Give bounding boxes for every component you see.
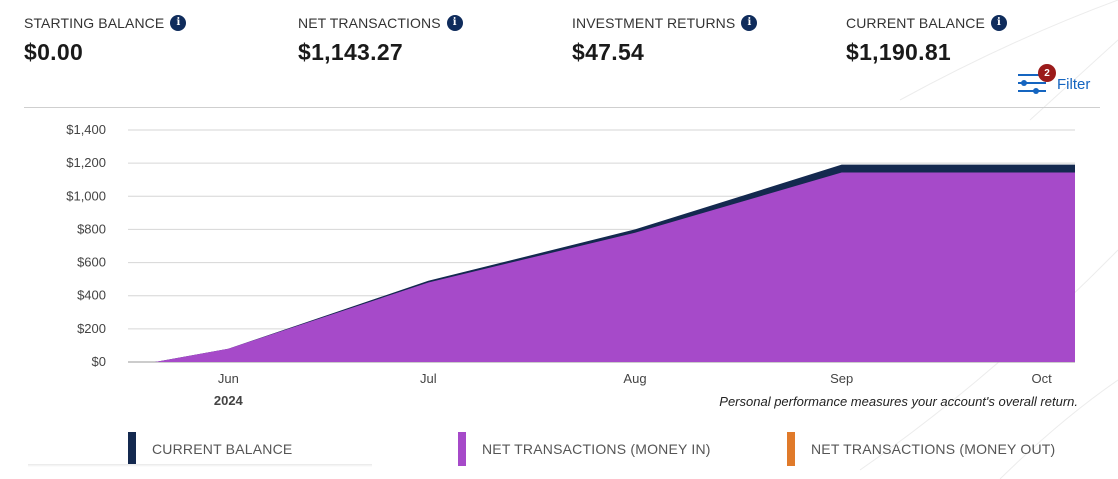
legend-swatch (458, 432, 466, 466)
stat-starting-balance: STARTING BALANCE i $0.00 (24, 12, 187, 66)
y-tick-label: $1,200 (66, 155, 106, 170)
stat-investment-returns: INVESTMENT RETURNS i $47.54 (572, 12, 758, 66)
summary-stats: STARTING BALANCE i $0.00 NET TRANSACTION… (24, 12, 1094, 72)
stat-value: $47.54 (572, 39, 645, 65)
y-tick-label: $800 (77, 221, 106, 236)
chart-legend: CURRENT BALANCE NET TRANSACTIONS (MONEY … (0, 432, 1118, 468)
x-year-label: 2024 (214, 393, 244, 408)
legend-swatch (128, 432, 136, 466)
info-circle-icon[interactable]: i (990, 15, 1007, 31)
y-tick-label: $400 (77, 288, 106, 303)
x-axis-ticks: Jun Jul Aug Sep Oct 2024 (214, 371, 1052, 408)
chart-areas (155, 164, 1075, 362)
balance-area-chart: $0 $200 $400 $600 $800 $1,000 $1,200 $1,400 Jun… (66, 122, 1075, 408)
y-tick-label: $1,000 (66, 188, 106, 203)
area-net-transactions-money-in (155, 172, 1075, 362)
legend-underline (28, 464, 372, 467)
y-tick-label: $600 (77, 255, 106, 270)
x-tick-label: Jul (420, 371, 437, 386)
performance-footnote: Personal performance measures your accou… (719, 394, 1078, 409)
info-circle-icon[interactable]: i (741, 15, 758, 31)
y-tick-label: $200 (77, 321, 106, 336)
x-tick-label: Sep (830, 371, 853, 386)
y-tick-label: $1,400 (66, 122, 106, 137)
legend-label: NET TRANSACTIONS (MONEY OUT) (811, 441, 1056, 457)
legend-label: NET TRANSACTIONS (MONEY IN) (482, 441, 711, 457)
filter-count-badge: 2 (1038, 64, 1056, 82)
stat-label: CURRENT BALANCE (846, 15, 985, 31)
y-tick-label: $0 (92, 354, 106, 369)
filter-button[interactable]: 2 Filter (1016, 64, 1091, 98)
legend-item-money-out[interactable]: NET TRANSACTIONS (MONEY OUT) (787, 432, 1055, 466)
legend-label: CURRENT BALANCE (152, 441, 293, 457)
info-circle-icon[interactable]: i (170, 15, 187, 31)
stat-label: NET TRANSACTIONS (298, 15, 441, 31)
x-tick-label: Jun (218, 371, 239, 386)
stat-label: STARTING BALANCE (24, 15, 165, 31)
stat-current-balance: CURRENT BALANCE i $1,190.81 (846, 12, 1007, 66)
sliders-icon: 2 (1016, 64, 1056, 98)
info-circle-icon[interactable]: i (446, 15, 463, 31)
x-tick-label: Aug (623, 371, 646, 386)
legend-item-current-balance[interactable]: CURRENT BALANCE (128, 432, 292, 466)
legend-swatch (787, 432, 795, 466)
stat-label: INVESTMENT RETURNS (572, 15, 736, 31)
stat-value: $1,190.81 (846, 39, 952, 65)
filter-label: Filter (1057, 75, 1091, 93)
divider (24, 107, 1100, 108)
stat-net-transactions: NET TRANSACTIONS i $1,143.27 (298, 12, 463, 66)
legend-item-money-in[interactable]: NET TRANSACTIONS (MONEY IN) (458, 432, 711, 466)
x-tick-label: Oct (1032, 371, 1053, 386)
y-axis-ticks: $0 $200 $400 $600 $800 $1,000 $1,200 $1,400 (66, 122, 106, 369)
stat-value: $0.00 (24, 39, 84, 65)
stat-value: $1,143.27 (298, 39, 404, 65)
